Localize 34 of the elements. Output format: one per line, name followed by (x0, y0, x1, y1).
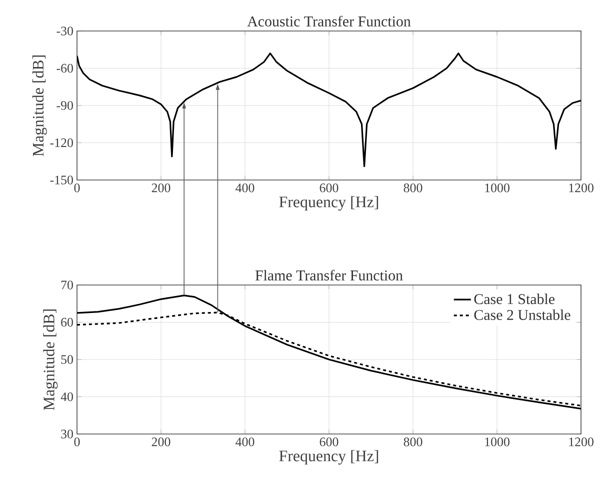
line-series (77, 52, 582, 168)
x-tick-label: 0 (74, 184, 80, 192)
x-tick-label: 800 (404, 184, 422, 192)
y-tick-label: 50 (61, 355, 73, 364)
x-tick-label: 1200 (569, 184, 594, 192)
x-tick-label: 800 (404, 438, 422, 446)
y-tick-label: -30 (56, 26, 73, 36)
x-tick-label: 200 (152, 184, 170, 192)
legend-label: Case 1 Stable (474, 294, 554, 304)
y-axis-title: Magnitude [dB] (32, 56, 47, 156)
x-tick-label: 400 (236, 438, 254, 446)
line-series (77, 294, 582, 410)
y-tick-label: 70 (61, 280, 73, 290)
legend-label: Case 2 Unstable (474, 310, 570, 320)
x-tick-label: 0 (74, 438, 80, 446)
x-tick-label: 600 (320, 184, 338, 192)
y-tick-label: -150 (50, 176, 73, 184)
y-tick-label: 60 (61, 318, 73, 327)
x-tick-label: 1200 (569, 438, 594, 446)
x-tick-label: 1000 (485, 184, 510, 192)
y-tick-label: -120 (50, 138, 73, 148)
y-tick-label: 40 (60, 392, 73, 402)
x-tick-label: 1000 (485, 438, 510, 446)
x-tick-label: 600 (320, 438, 338, 446)
x-tick-label: 200 (152, 438, 170, 446)
x-axis-title: Frequency [Hz] (279, 196, 378, 211)
y-tick-label: -90 (56, 101, 73, 110)
y-axis-title: Magnitude [dB] (43, 310, 58, 410)
y-tick-label: -60 (56, 64, 73, 73)
x-axis-title: Frequency [Hz] (279, 450, 378, 465)
x-tick-label: 400 (236, 184, 254, 192)
chart-title: Acoustic Transfer Function (247, 16, 411, 26)
chart-title: Flame Transfer Function (255, 270, 403, 280)
y-tick-label: 30 (61, 430, 73, 438)
